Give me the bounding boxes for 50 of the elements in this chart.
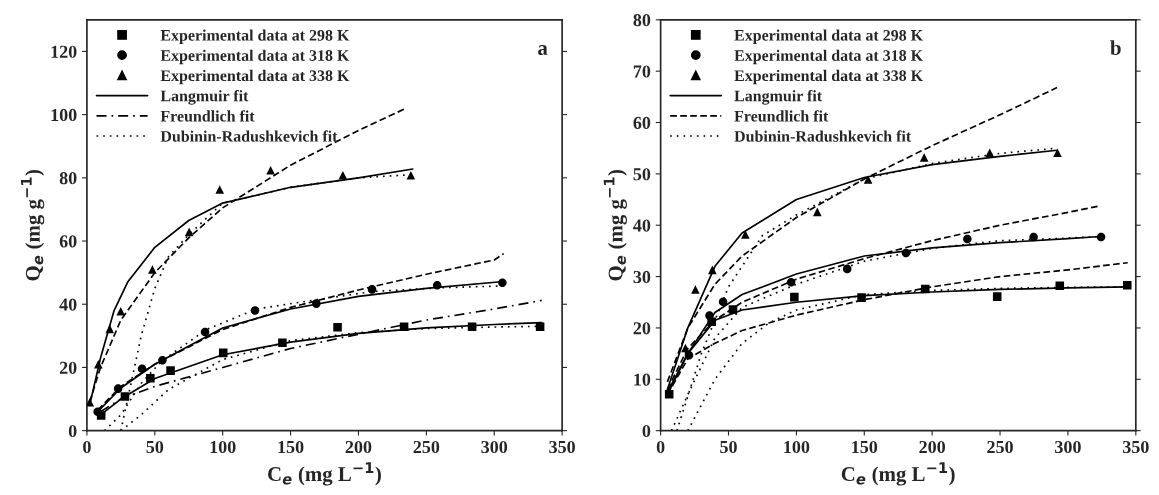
x-tick-label: 150 bbox=[852, 440, 878, 454]
y-axis-title: Q$_{e}$ (mg g$^{−1}$) bbox=[603, 169, 627, 281]
y-tick-label: 120 bbox=[51, 45, 77, 58]
x-tick-label: 150 bbox=[278, 440, 304, 454]
x-tick-label: 100 bbox=[784, 440, 810, 454]
y-tick-label: 100 bbox=[51, 108, 77, 122]
legend-label: Freundlich fit bbox=[734, 110, 829, 122]
x-tick-label: 250 bbox=[413, 440, 440, 454]
x-tick-label: 200 bbox=[345, 440, 372, 454]
legend-label: Dubinin-Radushkevich fit bbox=[734, 130, 912, 142]
y-tick-label: 50 bbox=[633, 168, 651, 181]
legend-label: Experimental data at 318 K bbox=[734, 49, 923, 65]
legend-label: Experimental data at 298 K bbox=[734, 29, 923, 44]
x-axis-title: C$_{e}$ (mg L$^{−1}$) bbox=[268, 462, 381, 486]
x-tick-label: 250 bbox=[987, 440, 1013, 454]
y-tick-label: 0 bbox=[68, 424, 77, 438]
legend-label: Experimental data at 298 K bbox=[160, 29, 350, 44]
annotation: a bbox=[538, 45, 548, 55]
x-tick-label: 300 bbox=[1055, 440, 1081, 454]
y-tick-label: 80 bbox=[633, 14, 651, 27]
legend-label: Freundlich fit bbox=[160, 110, 255, 122]
y-tick-label: 20 bbox=[59, 361, 77, 374]
legend-label: Experimental data at 338 K bbox=[160, 69, 350, 85]
x-tick-label: 50 bbox=[720, 440, 737, 454]
y-tick-label: 60 bbox=[59, 235, 77, 248]
annotation: b bbox=[1110, 40, 1121, 55]
y-tick-label: 40 bbox=[633, 219, 651, 232]
legend-label: Langmuir fit bbox=[734, 89, 823, 105]
y-tick-label: 0 bbox=[642, 424, 651, 438]
x-tick-label: 300 bbox=[481, 440, 508, 454]
x-tick-label: 350 bbox=[1122, 440, 1149, 454]
legend-label: Langmuir fit bbox=[160, 89, 249, 105]
y-tick-label: 30 bbox=[633, 270, 651, 284]
y-tick-label: 10 bbox=[634, 373, 651, 386]
y-tick-label: 70 bbox=[633, 65, 651, 78]
legend-label: Dubinin-Radushkevich fit bbox=[160, 130, 338, 142]
x-tick-label: 50 bbox=[146, 440, 164, 454]
x-tick-label: 200 bbox=[919, 440, 946, 454]
x-tick-label: 350 bbox=[549, 440, 575, 454]
legend-label: Experimental data at 338 K bbox=[734, 69, 923, 85]
legend-label: Experimental data at 318 K bbox=[160, 49, 350, 65]
y-tick-label: 60 bbox=[633, 116, 651, 129]
y-tick-label: 40 bbox=[59, 298, 77, 311]
x-tick-label: 0 bbox=[656, 440, 665, 454]
y-axis-title: Q$_{e}$ (mg g$^{−1}$) bbox=[21, 169, 45, 281]
x-tick-label: 0 bbox=[83, 440, 91, 454]
y-tick-label: 20 bbox=[633, 322, 651, 335]
y-tick-label: 80 bbox=[59, 172, 77, 185]
x-tick-label: 100 bbox=[210, 440, 236, 454]
x-axis-title: C$_{e}$ (mg L$^{−1}$) bbox=[841, 462, 955, 486]
